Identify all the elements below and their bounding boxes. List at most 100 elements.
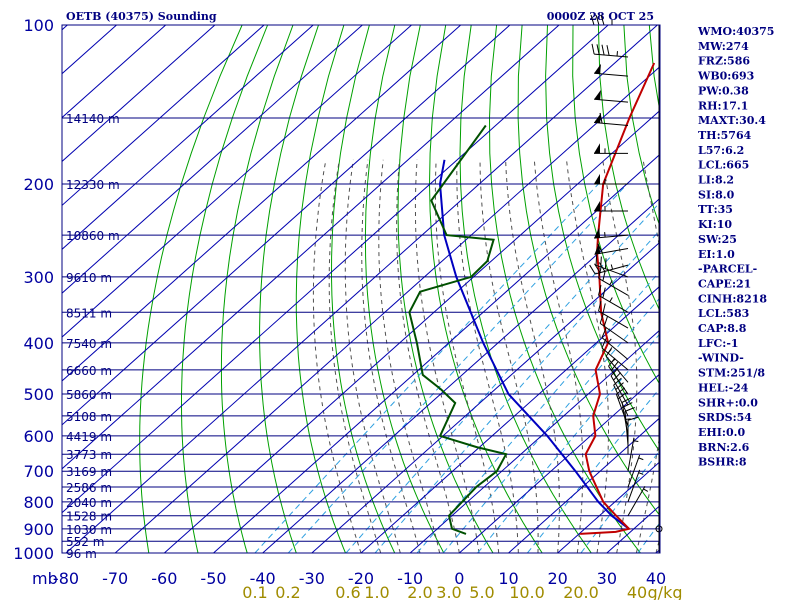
height-label: 10860 m <box>66 229 120 243</box>
temperature-tick-label: -60 <box>151 569 177 588</box>
wind-barb-staff <box>594 72 629 77</box>
index-value: SRDS:54 <box>698 411 752 424</box>
index-value: BSHR:8 <box>698 456 747 469</box>
isotherm-line <box>508 417 660 553</box>
pressure-tick-label: 400 <box>23 334 54 353</box>
index-value: TH:5764 <box>698 129 752 142</box>
temperature-tick-label: 0 <box>454 569 464 588</box>
mixing-ratio-label: 0.1 <box>242 583 267 600</box>
index-value: EI:1.0 <box>698 248 735 261</box>
index-value: CAP:8.8 <box>698 322 747 335</box>
index-value: BRN:2.6 <box>698 441 750 454</box>
wind-barb-full <box>598 284 602 296</box>
isotherm-line <box>62 25 363 294</box>
wind-barb <box>598 284 629 313</box>
wind-barb-full <box>597 243 603 254</box>
wind-barb-full <box>598 267 602 279</box>
index-value: MAXT:30.4 <box>698 114 766 127</box>
moist-adiabat <box>479 159 539 553</box>
pressure-tick-label: 300 <box>23 268 54 287</box>
wind-barb-full <box>615 382 624 391</box>
wind-barb-full <box>599 313 604 324</box>
wind-barb-staff <box>595 264 629 278</box>
mixing-ratio-label: 0.2 <box>275 583 300 600</box>
moist-adiabat <box>396 159 460 553</box>
parcel-trace <box>438 159 630 530</box>
wind-barbs <box>589 14 663 553</box>
wind-barb <box>627 416 639 455</box>
isotherm-line <box>62 25 560 470</box>
temperature-tick-label: 20 <box>547 569 567 588</box>
isotherm-line <box>62 25 462 382</box>
isotherm-line <box>164 109 660 553</box>
wind-barb-full <box>600 256 602 268</box>
wind-barb-full <box>598 262 606 272</box>
wind-barb-half <box>638 457 644 461</box>
wind-barb-full <box>601 44 605 56</box>
wind-barb-full <box>591 43 595 55</box>
isotherm-line <box>62 25 609 514</box>
isotherm-line <box>459 373 660 553</box>
height-label: 4419 m <box>66 430 112 444</box>
wind-barb-full <box>603 316 608 327</box>
wind-barb <box>594 243 629 255</box>
index-value: CINH:8218 <box>698 292 767 305</box>
index-value: WMO:40375 <box>697 25 774 38</box>
height-label: 8511 m <box>66 306 112 320</box>
isotherm-line <box>311 241 660 553</box>
wind-barb-staff <box>598 294 629 313</box>
mixing-ratio-label: 2.0 <box>407 583 432 600</box>
pressure-tick-label: 600 <box>23 427 54 446</box>
wind-barb-staff <box>627 437 635 472</box>
wind-barb-half <box>609 297 613 303</box>
wind-barb <box>591 43 629 58</box>
isotherm-line <box>213 153 660 553</box>
wind-barb-flag <box>594 143 600 154</box>
mixing-ratio-label: 40 <box>627 583 647 600</box>
isotherm-line <box>409 329 660 553</box>
wind-barb-full <box>602 303 606 314</box>
wind-barb <box>595 254 629 278</box>
temperature-tick-label: -50 <box>200 569 226 588</box>
wind-barb-staff <box>595 264 629 275</box>
height-label: 96 m <box>66 547 97 561</box>
wind-barb <box>594 63 629 77</box>
plot-frame <box>61 24 661 554</box>
moist-adiabat <box>378 159 441 553</box>
wind-barb <box>594 143 628 154</box>
index-value: SW:25 <box>698 233 737 246</box>
isotherm-line <box>62 25 511 426</box>
wind-barb <box>627 454 644 488</box>
wind-barb <box>599 313 629 344</box>
mixing-ratio-line <box>287 183 628 553</box>
mixing-ratio-label: 3.0 <box>436 583 461 600</box>
index-value: LCL:583 <box>698 307 749 320</box>
temperature-tick-label: 40 <box>646 569 666 588</box>
height-label: 7540 m <box>66 337 112 351</box>
isotherm-line <box>62 25 216 163</box>
moist-adiabat <box>456 159 519 553</box>
wind-barb <box>594 112 629 126</box>
wind-barb-flag <box>594 63 601 74</box>
wind-barb <box>598 267 629 296</box>
isotherm-line <box>557 460 660 553</box>
isotherm-line <box>62 25 167 119</box>
wind-barb-full <box>600 14 605 26</box>
wind-barb-flag <box>594 113 601 124</box>
wind-barb-staff <box>601 347 629 371</box>
index-value: LCL:665 <box>698 159 749 172</box>
wind-barb-staff <box>627 486 646 516</box>
moist-adiabat <box>505 159 560 553</box>
index-value: WB0:693 <box>697 70 754 83</box>
wind-barb-full <box>601 327 607 338</box>
height-label: 5108 m <box>66 410 112 424</box>
moist-adiabat <box>566 159 609 553</box>
wind-barb-half <box>607 338 612 344</box>
wind-barb-staff <box>627 454 641 488</box>
pressure-unit-label: mb <box>32 569 58 588</box>
wind-barb <box>594 201 628 212</box>
moist-adiabat <box>312 159 362 553</box>
pressure-tick-label: 100 <box>23 16 54 35</box>
